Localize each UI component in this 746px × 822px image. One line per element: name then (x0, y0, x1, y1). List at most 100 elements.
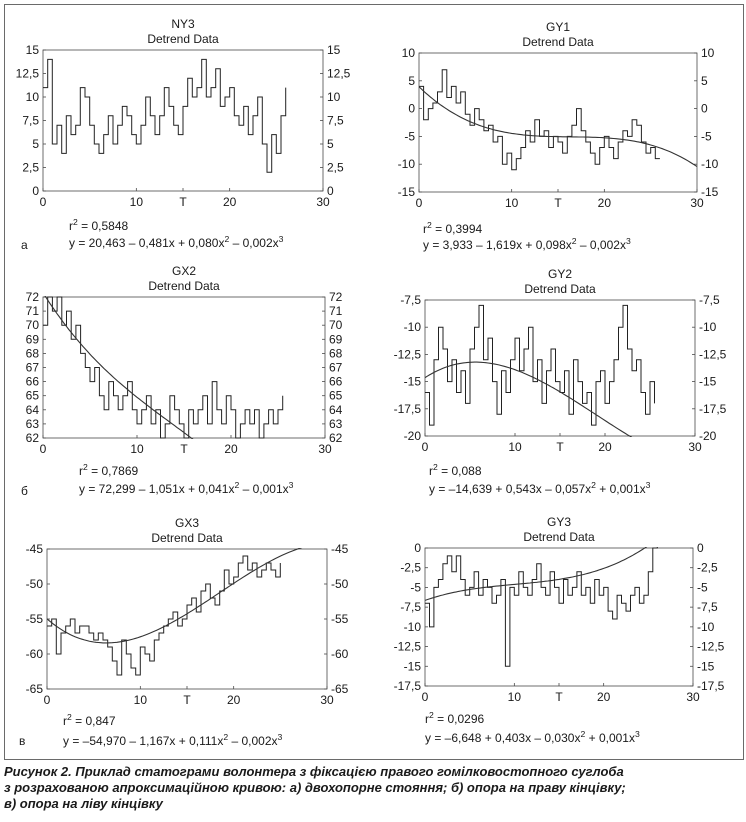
y-tick-label-left: 72 (26, 290, 40, 304)
y-tick-label-right: -10 (697, 620, 715, 634)
regression-equation: y = –14,639 + 0,543x – 0,057x2​ + 0,001x… (429, 480, 651, 496)
caption-line-1: Рисунок 2. Приклад статограми волонтера … (4, 764, 624, 779)
regression-equation: y = 3,933 – 1,619x + 0,098x2​ – 0,002x3​ (423, 236, 631, 252)
figure-frame: NY3 Detrend Data 0 0 2,5 2,5 5 5 7,5 7,5 10 10 12,5 1… (4, 4, 744, 760)
y-tick-label-right: -15 (701, 185, 719, 199)
y-tick-label-right: 5 (327, 137, 334, 151)
y-tick-label-right: 66 (329, 375, 343, 389)
y-tick-label-right: -17,5 (699, 402, 727, 416)
y-tick-label-right: -17,5 (697, 679, 725, 693)
y-tick-label-right: -5 (701, 129, 712, 143)
y-tick-label-left: 10 (26, 90, 40, 104)
x-tick-label: 0 (422, 440, 429, 454)
y-tick-label-left: 10 (402, 46, 416, 60)
y-tick-label-left: -55 (26, 612, 44, 626)
y-tick-label-left: -5 (404, 129, 415, 143)
y-tick-label-left: 68 (26, 346, 40, 360)
regression-equation: y = 20,463 – 0,481x + 0,080x2​ – 0,002x3… (69, 234, 284, 250)
y-tick-label-left: -15 (404, 659, 422, 673)
x-tick-label: T (555, 690, 563, 704)
chart-title: GY3 (547, 515, 571, 529)
x-tick-label: 30 (316, 195, 330, 209)
y-tick-label-left: -15 (404, 375, 422, 389)
x-tick-label: 0 (422, 690, 429, 704)
y-tick-label-left: 0 (414, 541, 421, 555)
y-tick-label-left: 65 (26, 389, 40, 403)
y-tick-label-left: -10 (398, 157, 416, 171)
x-tick-label: 10 (134, 693, 148, 707)
y-tick-label-right: -55 (331, 612, 349, 626)
y-tick-label-right: 12,5 (327, 67, 351, 81)
chart-subtitle: Detrend Data (524, 282, 596, 296)
y-tick-label-left: 5 (408, 74, 415, 88)
y-tick-label-right: -7,5 (699, 293, 720, 307)
x-tick-label: 10 (130, 442, 144, 456)
y-tick-label-left: -10 (404, 620, 422, 634)
y-tick-label-left: -65 (26, 682, 44, 696)
data-series-line (43, 58, 287, 173)
chart-subtitle: Detrend Data (523, 530, 595, 544)
data-series-line (47, 555, 281, 676)
plot-frame (424, 299, 696, 437)
y-tick-label-left: 15 (26, 43, 40, 57)
chart-title: NY3 (171, 17, 195, 31)
y-tick-label-left: 2,5 (22, 161, 39, 175)
x-tick-label: 20 (224, 442, 238, 456)
y-tick-label-left: 63 (26, 417, 40, 431)
x-tick-label: 10 (508, 440, 522, 454)
y-tick-label-right: -2,5 (697, 561, 718, 575)
x-tick-label: 0 (44, 693, 51, 707)
y-tick-label-right: 7,5 (327, 114, 344, 128)
data-series-line (425, 304, 655, 426)
y-tick-label-left: 69 (26, 332, 40, 346)
y-tick-label-right: -10 (701, 157, 719, 171)
y-tick-label-right: -60 (331, 647, 349, 661)
y-tick-label-right: -65 (331, 682, 349, 696)
y-tick-label-right: -50 (331, 577, 349, 591)
y-tick-label-left: 66 (26, 375, 40, 389)
y-tick-label-left: 0 (32, 184, 39, 198)
x-tick-label: T (179, 195, 187, 209)
y-tick-label-right: 71 (329, 304, 343, 318)
y-tick-label-left: -12,5 (394, 347, 422, 361)
regression-equation: y = 72,299 – 1,051x + 0,041x2​ – 0,001x3… (79, 480, 294, 496)
y-tick-label-left: -10 (404, 320, 422, 334)
y-tick-label-left: 64 (26, 403, 40, 417)
fit-curve (47, 548, 303, 644)
data-series-line (43, 296, 284, 439)
x-tick-label: 30 (690, 196, 704, 210)
x-tick-label: 20 (223, 195, 237, 209)
y-tick-label-right: 70 (329, 318, 343, 332)
y-tick-label-right: -12,5 (697, 640, 725, 654)
r-squared-label: r2​ = 0,3994 (423, 220, 483, 236)
panel-letter: в (19, 734, 25, 748)
x-tick-label: 30 (320, 693, 334, 707)
y-tick-label-left: 7,5 (22, 114, 39, 128)
y-tick-label-right: 62 (329, 431, 343, 445)
chart-title: GY1 (546, 20, 570, 34)
y-tick-label-right: 10 (327, 90, 341, 104)
y-tick-label-left: -50 (26, 577, 44, 591)
y-tick-label-left: 67 (26, 361, 40, 375)
y-tick-label-left: -7,5 (400, 293, 421, 307)
y-tick-label-right: -12,5 (699, 347, 727, 361)
x-tick-label: 0 (40, 442, 47, 456)
y-tick-label-right: -15 (699, 375, 717, 389)
x-tick-label: 30 (688, 440, 702, 454)
panel-letter: a (21, 238, 28, 252)
fit-curve (425, 361, 633, 437)
r-squared-label: r2​ = 0,088 (429, 462, 482, 478)
panel-letter: б (21, 484, 28, 498)
data-series-line (425, 547, 658, 667)
y-tick-label-right: -20 (699, 429, 717, 443)
fit-curve (425, 547, 648, 601)
y-tick-label-left: 12,5 (16, 67, 40, 81)
y-tick-label-right: 0 (697, 541, 704, 555)
y-tick-label-right: 65 (329, 389, 343, 403)
y-tick-label-right: 64 (329, 403, 343, 417)
y-tick-label-right: 5 (701, 74, 708, 88)
chart-subtitle: Detrend Data (147, 32, 219, 46)
